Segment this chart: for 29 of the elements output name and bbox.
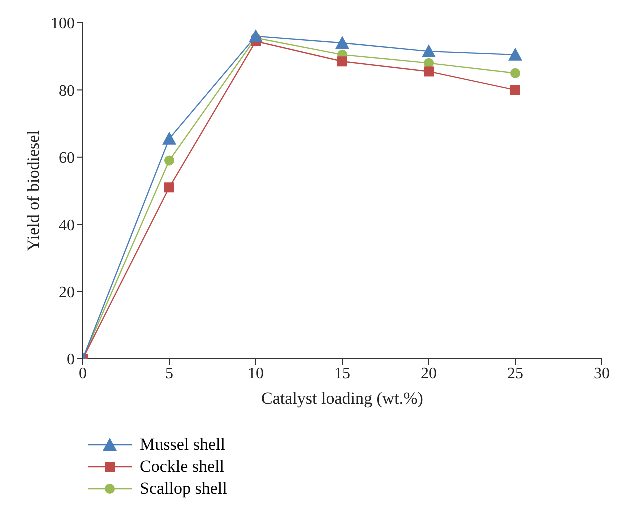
- point: [510, 68, 520, 78]
- legend-label: Scallop shell: [140, 479, 228, 499]
- x-tick-label: 25: [508, 365, 524, 382]
- legend-label: Mussel shell: [140, 435, 226, 455]
- point: [249, 29, 263, 42]
- y-axis-title: Yield of biodiesel: [24, 130, 44, 252]
- x-tick-label: 15: [334, 365, 350, 382]
- y-tick-label: 20: [59, 284, 75, 302]
- x-tick-label: 5: [166, 365, 174, 382]
- y-tick-label: 0: [67, 352, 75, 369]
- point: [424, 66, 434, 77]
- y-tick-label: 40: [59, 217, 75, 234]
- x-axis-title: Catalyst loading (wt.%): [262, 389, 424, 408]
- x-tick-label: 10: [248, 365, 264, 382]
- point: [338, 56, 348, 67]
- point: [162, 132, 176, 145]
- point: [508, 48, 522, 61]
- x-tick-label: 0: [79, 365, 87, 382]
- point: [164, 182, 174, 193]
- legend-label: Cockle shell: [140, 457, 225, 477]
- x-tick-label: 30: [594, 365, 610, 382]
- point: [336, 36, 350, 50]
- y-tick-label: 60: [59, 150, 75, 168]
- point: [164, 156, 174, 166]
- y-tick-label: 80: [59, 82, 75, 100]
- point: [510, 85, 520, 96]
- point: [422, 44, 436, 58]
- x-tick-label: 20: [421, 365, 437, 382]
- y-tick-label: 100: [51, 16, 75, 33]
